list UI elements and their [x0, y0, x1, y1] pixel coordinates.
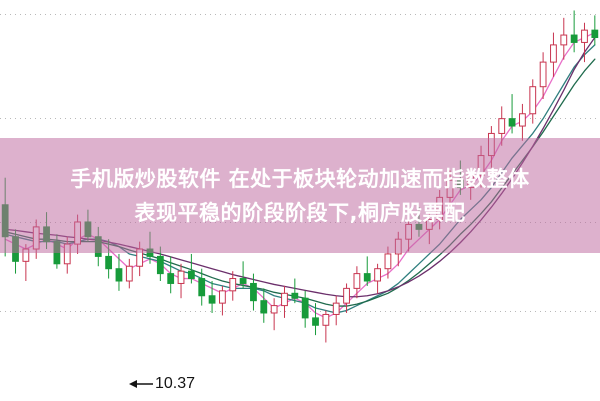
candle-up	[436, 196, 444, 221]
candle-up	[125, 265, 133, 282]
candle-down	[363, 273, 371, 282]
candle-up	[343, 287, 350, 304]
candle-up	[529, 86, 537, 115]
candle-down	[12, 236, 19, 262]
candle-up	[394, 238, 402, 255]
candle-down	[591, 29, 599, 39]
candle-up	[322, 313, 330, 326]
candle-up	[32, 226, 40, 250]
candle-down	[415, 223, 423, 230]
candle-up	[498, 118, 506, 134]
candle-down	[312, 317, 319, 326]
candle-down	[570, 34, 578, 43]
candle-up	[539, 61, 547, 88]
candle-up	[477, 155, 485, 176]
candle-down	[508, 118, 516, 127]
candle-down	[115, 268, 123, 282]
candle-up	[446, 179, 454, 198]
candle-down	[105, 255, 113, 270]
candle-down	[167, 273, 175, 284]
candle-up	[467, 174, 475, 189]
candle-up	[332, 302, 340, 315]
candle-down	[146, 248, 154, 257]
candle-down	[301, 297, 309, 319]
candle-up	[405, 223, 413, 240]
candle-down	[1, 204, 9, 238]
candle-down	[94, 236, 102, 257]
candle-up	[560, 34, 568, 46]
candle-down	[198, 278, 206, 297]
candle-up	[219, 290, 226, 304]
candle-up	[519, 113, 526, 127]
candle-down	[43, 226, 50, 243]
candle-up	[136, 248, 144, 267]
candle-down	[260, 300, 268, 314]
candle-up	[63, 243, 71, 265]
candle-up	[550, 44, 557, 63]
candle-up	[229, 278, 237, 292]
candle-up	[281, 292, 288, 307]
candle-down	[156, 255, 164, 275]
candle-down	[84, 221, 92, 238]
candle-down	[208, 295, 216, 304]
candle-down	[187, 270, 195, 280]
candle-up	[374, 268, 381, 282]
candle-up	[22, 248, 30, 262]
candle-up	[384, 253, 392, 270]
candle-down	[291, 292, 299, 299]
candle-up	[425, 219, 433, 230]
candle-up	[177, 270, 185, 284]
candle-up	[353, 273, 361, 289]
candle-up	[581, 29, 588, 43]
candle-down	[239, 278, 247, 284]
candle-down	[53, 241, 61, 265]
candle-up	[487, 132, 495, 157]
candle-down	[250, 282, 257, 302]
candle-up	[74, 221, 81, 245]
candle-down	[456, 179, 464, 189]
candle-up	[270, 305, 278, 314]
